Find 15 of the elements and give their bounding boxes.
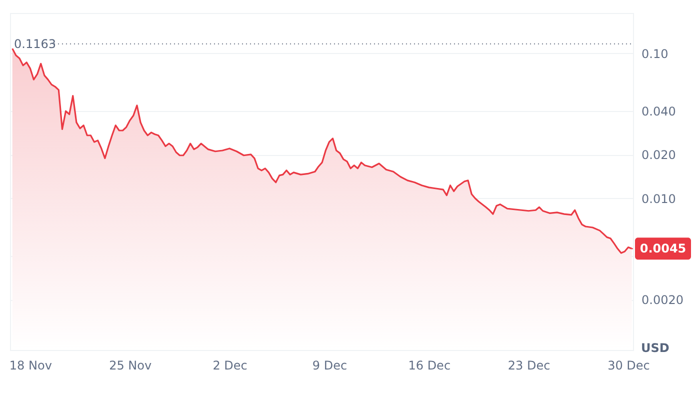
y-tick-label: 0.010 xyxy=(642,192,676,206)
x-tick-label: 18 Nov xyxy=(9,358,52,372)
y-tick-label: 0.040 xyxy=(642,104,676,119)
x-tick-label: 2 Dec xyxy=(212,358,248,372)
annotation: 0.0045 xyxy=(640,242,686,256)
x-tick-label: 23 Dec xyxy=(508,358,550,372)
y-axis-title: USD xyxy=(641,341,670,355)
ref-line-label: 0.1163 xyxy=(14,36,56,51)
y-tick-label: 0.020 xyxy=(642,148,676,162)
x-tick-label: 30 Dec xyxy=(608,358,650,372)
y-tick-label: 0.10 xyxy=(642,46,668,61)
x-tick-label: 25 Nov xyxy=(109,358,152,372)
y-tick-label: 0.0020 xyxy=(642,293,684,308)
x-tick-label: 16 Dec xyxy=(408,358,451,372)
x-tick-label: 9 Dec xyxy=(312,358,348,372)
